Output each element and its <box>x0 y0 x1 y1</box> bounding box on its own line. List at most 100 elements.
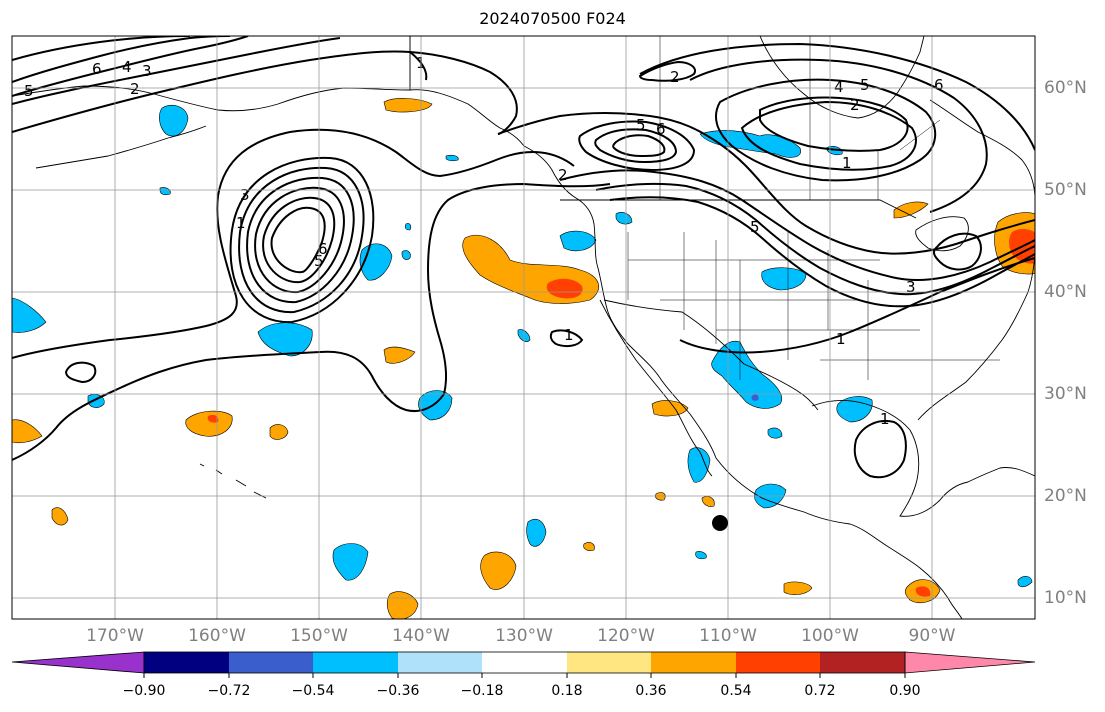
colorbar-segment <box>144 652 229 673</box>
positive-anomaly-region <box>12 419 43 444</box>
latitude-label: 60°N <box>1044 78 1087 98</box>
colorbar-tick-label: 0.90 <box>889 683 921 699</box>
contour-line <box>612 134 666 158</box>
contour-line <box>559 169 1035 281</box>
map-title: 2024070500 F024 <box>479 9 626 28</box>
contour-line <box>64 361 97 384</box>
contour-label: 1 <box>236 214 246 232</box>
latitude-label: 40°N <box>1044 282 1087 302</box>
negative-anomaly-region <box>526 519 547 547</box>
contour-label: 1 <box>842 154 852 172</box>
positive-anomaly-region <box>893 201 929 219</box>
contour-label: 1 <box>564 326 574 344</box>
contour-lines <box>12 36 1035 479</box>
positive-anomaly-region <box>480 551 517 590</box>
colorbar-segment <box>482 652 567 673</box>
positive-anomaly-region <box>386 591 419 619</box>
contour-line <box>270 206 326 274</box>
contour-line <box>594 128 678 164</box>
contour-label: 5 <box>636 116 646 134</box>
contour-line <box>853 420 907 479</box>
positive-strong-region <box>915 586 931 597</box>
negative-anomaly-region <box>615 212 633 225</box>
longitude-label: 150°W <box>290 626 348 646</box>
contour-line <box>254 186 345 294</box>
positive-anomaly-region <box>651 400 689 417</box>
contour-label: 5 <box>750 218 760 236</box>
colorbar-tick-label: 0.18 <box>551 683 583 699</box>
contour-line <box>759 96 909 152</box>
contour-line <box>715 78 936 182</box>
colorbar-extend-right <box>904 651 1036 674</box>
colorbar-tick-label: −0.18 <box>460 683 504 699</box>
positive-strong-region <box>207 414 219 423</box>
contour-line <box>689 58 988 213</box>
colorbar-extend-left <box>11 651 145 674</box>
colorbar-tick-label: 0.72 <box>804 683 836 699</box>
negative-anomaly-region <box>445 154 459 162</box>
contour-label: 6 <box>656 120 666 138</box>
contour-label: 2 <box>670 68 680 86</box>
hawaii-islands <box>199 463 267 499</box>
contour-line <box>638 60 696 82</box>
negative-anomaly-region <box>404 223 412 231</box>
latitude-label: 30°N <box>1044 384 1087 404</box>
contour-line <box>262 196 336 284</box>
negative-anomaly-region <box>1017 576 1033 588</box>
longitude-label: 100°W <box>801 626 859 646</box>
contour-line <box>639 42 1035 151</box>
negative-anomaly-region <box>767 427 783 439</box>
contour-label: 5 <box>24 82 34 100</box>
colorbar-segment <box>313 652 398 673</box>
negative-anomaly-region <box>332 543 369 581</box>
longitude-label: 120°W <box>597 626 655 646</box>
positive-anomaly-region <box>701 496 715 507</box>
canada-east-coast <box>929 99 1035 197</box>
colorbar-segment <box>651 652 736 673</box>
positive-anomaly-region <box>583 542 595 551</box>
contour-line <box>740 100 917 171</box>
colorbar-tick-label: 0.36 <box>635 683 667 699</box>
gridlines <box>12 36 1035 619</box>
contour-line <box>932 232 982 271</box>
shaded-anomaly-regions <box>12 98 1035 619</box>
contour-line <box>497 112 1035 255</box>
great-lakes <box>915 216 969 252</box>
baja-california <box>599 299 713 477</box>
contour-line <box>12 36 191 61</box>
colorbar-tick-label: 0.54 <box>720 683 752 699</box>
contour-label: 2 <box>850 96 860 114</box>
contour-label: 3 <box>240 186 250 204</box>
negative-anomaly-region <box>761 267 807 291</box>
positive-anomaly-region <box>269 424 289 440</box>
contour-label: 5 <box>860 76 870 94</box>
contour-label: 3 <box>906 278 916 296</box>
negative-anomaly-region <box>699 130 801 158</box>
latitude-label: 50°N <box>1044 180 1087 200</box>
negative-anomaly-region <box>401 250 411 260</box>
colorbar-segment <box>398 652 482 673</box>
gulf-of-mexico-coast <box>811 399 1035 517</box>
longitude-label: 110°W <box>699 626 757 646</box>
colorbar-tick-label: −0.36 <box>376 683 420 699</box>
colorbar-tick-label: −0.90 <box>122 683 166 699</box>
contour-line <box>12 37 341 105</box>
contour-label: 2 <box>130 80 140 98</box>
positive-strong-region <box>546 278 583 299</box>
contour-line <box>229 156 375 324</box>
longitude-label: 130°W <box>495 626 553 646</box>
positive-anomaly-region <box>783 581 813 595</box>
colorbar <box>11 651 1036 678</box>
negative-anomaly-region <box>687 447 711 483</box>
location-marker <box>712 515 728 531</box>
negative-anomaly-region <box>159 187 171 196</box>
contour-line <box>12 182 611 461</box>
negative-anomaly-region <box>12 297 47 333</box>
longitude-label: 90°W <box>908 626 956 646</box>
hudson-bay-coast <box>759 36 925 119</box>
map-background <box>12 36 1035 619</box>
us-canada-border <box>560 199 917 219</box>
contour-label: 6 <box>92 60 102 78</box>
aleutian-islands <box>35 125 207 169</box>
